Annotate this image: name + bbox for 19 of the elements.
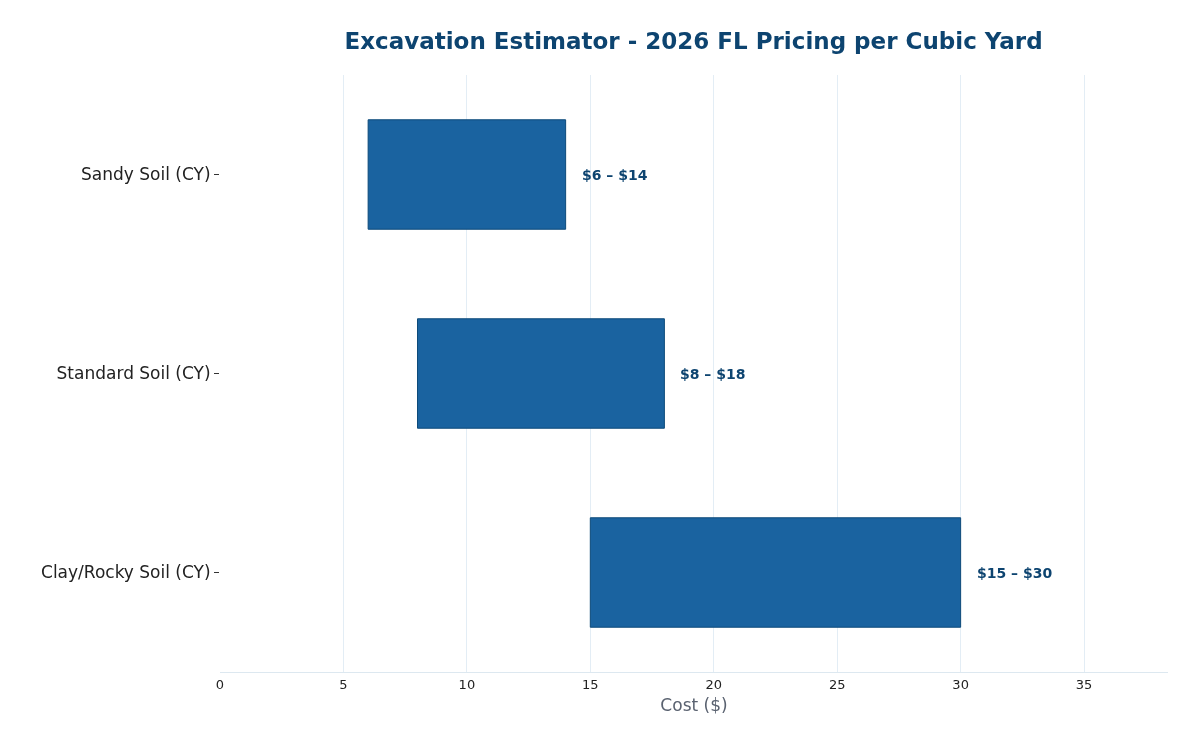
bar — [589, 517, 962, 628]
annotation: $6 – $14 — [582, 167, 648, 183]
bar — [417, 318, 665, 429]
annotation: $15 – $30 — [977, 565, 1053, 581]
x-tick-label: 0 — [215, 676, 225, 692]
y-tick-label: Standard Soil (CY) — [56, 363, 211, 384]
x-tick-label: 30 — [952, 676, 969, 692]
x-tick-label: 10 — [458, 676, 476, 692]
y-tick-label: Sandy Soil (CY) — [81, 164, 211, 185]
x-tick-label: 35 — [1075, 676, 1093, 692]
x-tick-label: 20 — [705, 676, 723, 692]
x-tick-label: 15 — [582, 676, 599, 692]
bar — [367, 119, 567, 230]
x-tick-label: 25 — [828, 676, 846, 692]
x-axis-title: Cost ($) — [660, 695, 728, 715]
annotation: $8 – $18 — [680, 366, 746, 382]
chart-title: Excavation Estimator - 2026 FL Pricing per Cubic Yard — [344, 28, 1043, 55]
x-tick-label: 5 — [339, 676, 348, 692]
y-tick-label: Clay/Rocky Soil (CY) — [41, 562, 211, 583]
